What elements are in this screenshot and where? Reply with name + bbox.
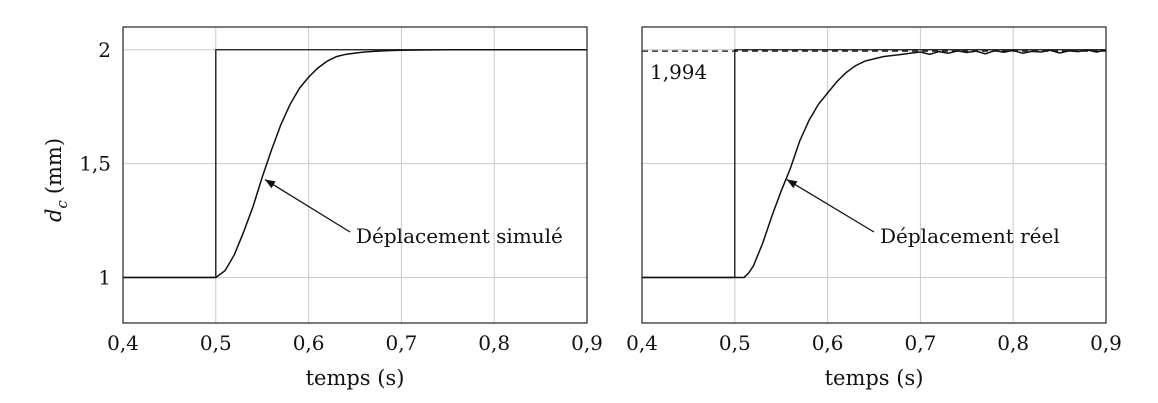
x-tick-label: 0,9: [571, 331, 603, 355]
grid-x-1: [641, 27, 1107, 323]
x-tick-label: 0,4: [107, 331, 139, 355]
x-tick-label: 0,5: [200, 331, 232, 355]
annotation-label: Déplacement réel: [880, 224, 1060, 248]
x-tick-label: 0,7: [904, 331, 936, 355]
plot-frame-1: [641, 26, 1107, 324]
x-tick-label: 0,6: [293, 331, 325, 355]
grid-x-0: [122, 27, 588, 323]
x-tick-label: 0,9: [1090, 331, 1122, 355]
annotation-group-0: Déplacement simulé: [264, 179, 563, 248]
y-axis-symbol: d: [42, 209, 66, 222]
x-axis-label-0: temps (s): [306, 366, 405, 390]
annotation-arrow: [264, 179, 351, 233]
x-tick-labels-0: 0,4 0,5 0,6 0,7 0,8 0,9: [107, 331, 603, 355]
annotation-group-1: Déplacement réel: [786, 178, 1060, 248]
x-tick-label: 0,7: [385, 331, 417, 355]
series-group-1: 1,994: [642, 49, 1107, 279]
annotation-label: Déplacement simulé: [356, 224, 563, 248]
x-tick-label: 0,4: [626, 331, 658, 355]
y-tick-labels-0: 11,52: [79, 38, 111, 290]
chart-real: 1,994 Déplacement réel 0,4 0,5 0,6 0,7 0,8 0,…: [626, 26, 1122, 390]
y-tick-label: 1: [98, 265, 111, 289]
y-axis-unit: (mm): [42, 138, 66, 194]
response-line: [123, 49, 587, 279]
x-tick-label: 0,8: [478, 331, 510, 355]
plot-frame-0: [122, 26, 588, 324]
annotation-arrowhead: [786, 179, 798, 189]
response-line: [642, 49, 1107, 279]
y-axis-label-0: dc (mm): [42, 138, 71, 222]
x-tick-labels-1: 0,4 0,5 0,6 0,7 0,8 0,9: [626, 331, 1122, 355]
series-group-0: [123, 49, 587, 279]
y-axis-subscript: c: [53, 200, 71, 209]
y-tick-label: 2: [98, 38, 111, 62]
annotation-arrow: [786, 178, 875, 233]
x-tick-label: 0,6: [812, 331, 844, 355]
y-tick-label: 1,5: [79, 152, 111, 176]
chart-simulated: Déplacement simulé 0,4 0,5 0,6 0,7 0,8 0,9 11…: [42, 26, 603, 390]
x-axis-label-1: temps (s): [825, 366, 924, 390]
reference-line-label: 1,994: [650, 60, 707, 84]
x-tick-label: 0,8: [997, 331, 1029, 355]
annotation-arrowhead: [264, 179, 276, 189]
x-tick-label: 0,5: [719, 331, 751, 355]
